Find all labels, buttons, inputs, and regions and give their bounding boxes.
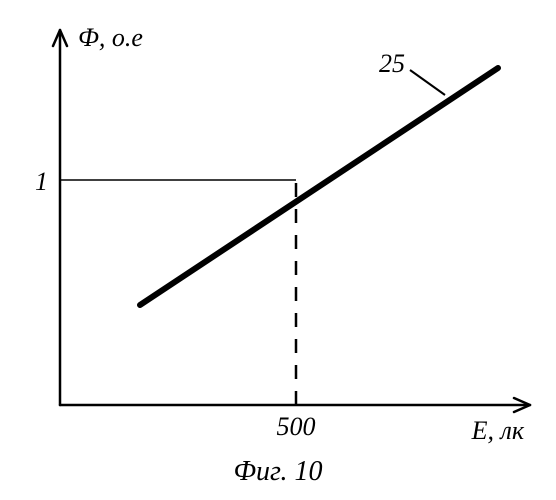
y-axis-label: Ф, о.е (78, 23, 143, 52)
chart-line: 1 500 Ф, о.е Е, лк 25 Фиг. 10 (0, 0, 556, 500)
series-line-25 (140, 68, 498, 305)
x-tick-label: 500 (277, 412, 316, 441)
figure-caption: Фиг. 10 (233, 456, 322, 487)
series-label: 25 (379, 49, 405, 78)
y-tick-label: 1 (35, 167, 48, 196)
series-leader (410, 70, 445, 95)
x-axis-label: Е, лк (471, 416, 525, 445)
